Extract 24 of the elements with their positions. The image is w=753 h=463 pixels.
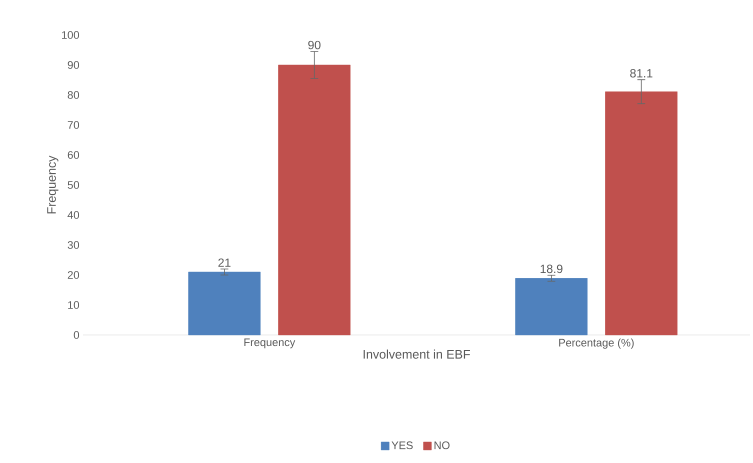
y-tick-label: 40 xyxy=(68,211,80,219)
y-axis-title: Frequency xyxy=(47,156,58,214)
bar xyxy=(188,272,261,336)
legend-label: NO xyxy=(434,441,450,450)
y-tick-label: 30 xyxy=(68,241,80,249)
y-tick-label: 50 xyxy=(68,181,80,189)
x-axis-title: Involvement in EBF xyxy=(364,350,470,359)
y-tick-label: 20 xyxy=(68,271,80,279)
bar xyxy=(278,64,350,336)
y-tick-label: 60 xyxy=(68,151,80,159)
y-tick-label: 70 xyxy=(68,121,80,129)
legend-label: YES xyxy=(392,441,413,450)
y-tick-label: 0 xyxy=(74,331,80,339)
y-tick-label: 10 xyxy=(68,301,80,309)
data-label: 21 xyxy=(218,258,230,267)
data-label: 81.1 xyxy=(630,69,652,78)
x-tick-label: Percentage (%) xyxy=(559,338,634,349)
y-tick-label: 90 xyxy=(68,61,80,69)
y-tick-label: 80 xyxy=(68,91,80,99)
bar xyxy=(605,91,678,336)
y-tick-label: 100 xyxy=(62,31,80,39)
data-label: 18.9 xyxy=(540,264,562,274)
bar xyxy=(515,278,588,336)
data-label: 90 xyxy=(308,40,321,50)
